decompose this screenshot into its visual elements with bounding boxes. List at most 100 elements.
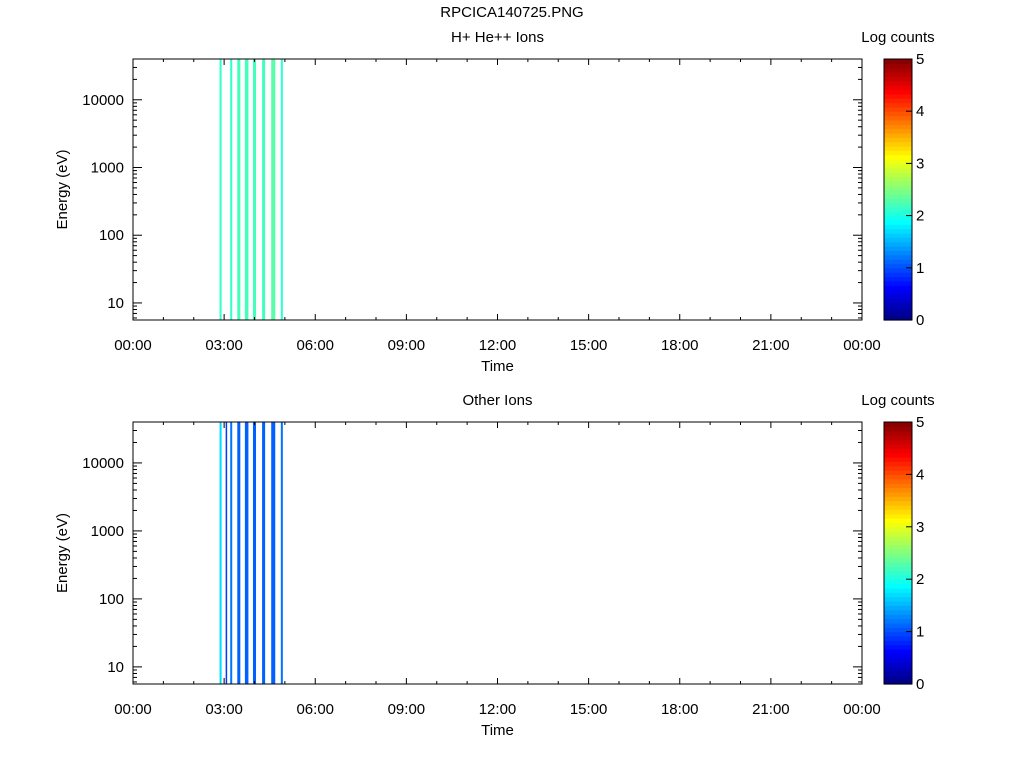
colorbar-swatch [884, 159, 912, 164]
colorbar-swatch [884, 315, 912, 321]
colorbar-swatch [884, 587, 912, 593]
colorbar-frame [883, 58, 913, 321]
colorbar-swatch [884, 614, 912, 620]
x-tick-label: 15:00 [570, 337, 608, 354]
colorbar-swatch [884, 544, 912, 550]
data-band [252, 422, 257, 684]
colorbar-swatch [884, 72, 912, 77]
data-band [230, 59, 233, 320]
colorbar-swatch [884, 176, 912, 182]
x-tick-label: 03:00 [205, 337, 243, 354]
colorbar-tick-label: 3 [916, 155, 924, 172]
colorbar-swatch [884, 430, 912, 436]
data-band [244, 422, 249, 684]
colorbar-swatch [884, 465, 912, 471]
colorbar-swatch [884, 496, 912, 502]
colorbar-swatch [884, 574, 912, 580]
colorbar-swatch [884, 150, 912, 156]
y-tick-label: 100 [99, 227, 124, 244]
colorbar-swatch [884, 124, 912, 130]
colorbar-swatch [884, 579, 912, 585]
colorbar-swatch [884, 583, 912, 589]
colorbar-swatch [884, 254, 912, 260]
colorbar-swatch [884, 548, 912, 554]
colorbar-label: Log counts [861, 392, 934, 409]
x-axis-label: Time [481, 722, 514, 739]
colorbar-swatch [884, 522, 912, 528]
colorbar-swatch [884, 500, 912, 506]
colorbar-swatch [884, 491, 912, 497]
figure-title: RPCICA140725.PNG [440, 4, 584, 21]
colorbar-swatch [884, 435, 912, 441]
colorbar-swatch [884, 570, 912, 576]
x-tick-label: 18:00 [661, 701, 699, 718]
colorbar-swatch [884, 298, 912, 304]
colorbar-swatch [884, 246, 912, 251]
colorbar-frame [883, 421, 913, 685]
data-band [230, 422, 233, 684]
colorbar-swatch [884, 206, 912, 212]
colorbar-swatch [884, 215, 912, 221]
colorbar-swatch [884, 474, 912, 480]
colorbar-swatch [884, 250, 912, 256]
colorbar-swatch [884, 98, 912, 104]
data-band [252, 59, 257, 320]
colorbar-swatch [884, 566, 912, 572]
colorbar-swatch [884, 233, 912, 238]
x-tick-label: 00:00 [843, 337, 881, 354]
colorbar-swatch [884, 280, 912, 286]
colorbar-swatch [884, 198, 912, 204]
data-band [262, 422, 266, 684]
colorbar-swatch [884, 311, 912, 317]
colorbar-swatch [884, 189, 912, 195]
colorbar-swatch [884, 241, 912, 247]
x-tick-label: 00:00 [114, 701, 152, 718]
colorbar-swatch [884, 76, 912, 82]
colorbar-swatch [884, 448, 912, 454]
x-axis-label: Time [481, 358, 514, 375]
y-tick-label: 10000 [82, 92, 124, 109]
colorbar-swatch [884, 675, 912, 681]
colorbar-swatch [884, 141, 912, 147]
colorbar-swatch [884, 657, 912, 663]
colorbar-swatch [884, 531, 912, 537]
colorbar-swatch [884, 504, 912, 510]
colorbar-swatch [884, 679, 912, 685]
colorbar-swatch [884, 649, 912, 655]
colorbar-swatch [884, 513, 912, 519]
colorbar-tick-label: 5 [916, 51, 924, 68]
y-tick-label: 1000 [91, 159, 124, 176]
y-tick-label: 10000 [82, 455, 124, 472]
x-tick-label: 09:00 [388, 337, 426, 354]
panel-title: H+ He++ Ions [451, 29, 544, 46]
panel-title: Other Ions [462, 392, 532, 409]
data-band [262, 59, 266, 320]
colorbar-swatch [884, 259, 912, 265]
colorbar-swatch [884, 132, 912, 138]
colorbar-swatch [884, 180, 912, 186]
x-tick-label: 21:00 [752, 337, 790, 354]
colorbar-swatch [884, 670, 912, 676]
colorbar-swatch [884, 478, 912, 484]
colorbar-swatch [884, 452, 912, 458]
colorbar-swatch [884, 487, 912, 493]
colorbar-swatch [884, 662, 912, 668]
x-tick-label: 21:00 [752, 701, 790, 718]
colorbar-swatch [884, 67, 912, 73]
colorbar-swatch [884, 128, 912, 134]
x-tick-label: 06:00 [296, 701, 334, 718]
colorbar-tick-label: 1 [916, 624, 924, 641]
colorbar-swatch [884, 119, 912, 125]
colorbar-swatch [884, 111, 912, 117]
colorbar-swatch [884, 237, 912, 243]
data-band [237, 422, 241, 684]
colorbar-swatch [884, 470, 912, 475]
x-tick-label: 03:00 [205, 701, 243, 718]
data-band [244, 59, 249, 320]
colorbar-swatch [884, 644, 912, 650]
colorbar-swatch [884, 163, 912, 169]
x-tick-label: 18:00 [661, 337, 699, 354]
colorbar-swatch [884, 63, 912, 69]
colorbar-swatch [884, 224, 912, 230]
